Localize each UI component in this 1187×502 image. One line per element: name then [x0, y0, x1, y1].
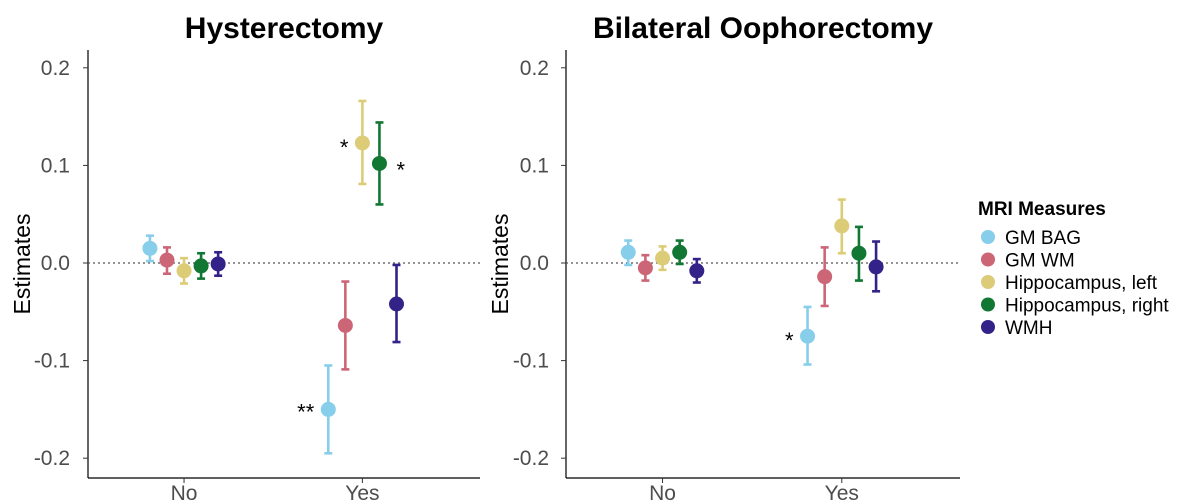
x-tick-label: Yes: [345, 482, 379, 502]
significance-marker: *: [340, 135, 349, 160]
data-point: [868, 259, 884, 275]
legend-item-label: GM BAG: [1005, 228, 1081, 249]
significance-marker: *: [785, 328, 794, 353]
legend-swatch: [981, 320, 995, 334]
panel-oophorectomy: Bilateral Oophorectomy Estimates 0.2 0.1 0.0…: [487, 12, 960, 502]
data-point: [389, 296, 405, 312]
x-tick-label: No: [171, 482, 198, 502]
data-point: [851, 245, 867, 261]
data-point: [176, 263, 192, 279]
x-tick-label: No: [649, 482, 676, 502]
data-point: [354, 135, 370, 151]
y-axis-label: Estimates: [487, 214, 513, 315]
y-tick-label: 0.0: [520, 252, 549, 275]
y-tick-label: -0.2: [34, 447, 70, 470]
data-point: [689, 263, 705, 279]
data-point: [193, 258, 209, 274]
data-point: [672, 244, 688, 260]
legend-swatch: [981, 252, 995, 267]
chart-title: Hysterectomy: [185, 12, 384, 45]
y-tick-label: 0.2: [520, 57, 549, 80]
legend-item-label: WMH: [1005, 318, 1052, 339]
data-point: [637, 260, 653, 276]
data-point: [371, 155, 387, 171]
y-tick-label: 0.0: [41, 252, 70, 275]
y-tick-label: -0.2: [513, 447, 549, 470]
y-tick-label: 0.2: [41, 57, 70, 80]
significance-marker: **: [297, 399, 315, 424]
y-tick-label: -0.1: [513, 350, 549, 373]
data-point: [159, 252, 175, 268]
chart-title: Bilateral Oophorectomy: [593, 12, 933, 45]
panel-hysterectomy: Hysterectomy Estimates 0.2 0.1 0.0 -0.1 -0.2 No…: [9, 12, 480, 502]
legend-item-label: Hippocampus, left: [1005, 273, 1158, 294]
legend-item-label: GM WM: [1005, 251, 1075, 272]
data-point: [210, 256, 226, 272]
data-point: [337, 317, 353, 333]
data-point: [817, 269, 833, 285]
data-point: [655, 250, 671, 266]
legend-item-label: Hippocampus, right: [1005, 296, 1169, 317]
data-point: [834, 218, 850, 234]
legend-swatch: [981, 230, 995, 244]
legend-title: MRI Measures: [978, 199, 1106, 220]
x-tick-label: Yes: [825, 482, 859, 502]
legend-swatch: [981, 275, 995, 289]
y-axis-label: Estimates: [9, 214, 35, 315]
data-point: [800, 328, 816, 344]
significance-marker: *: [396, 157, 405, 182]
y-tick-label: 0.1: [520, 154, 549, 177]
y-tick-label: 0.1: [41, 154, 70, 177]
data-point: [320, 401, 336, 417]
y-tick-label: -0.1: [34, 350, 70, 373]
data-point: [620, 244, 636, 260]
data-point: [142, 240, 158, 256]
legend-swatch: [981, 297, 995, 312]
